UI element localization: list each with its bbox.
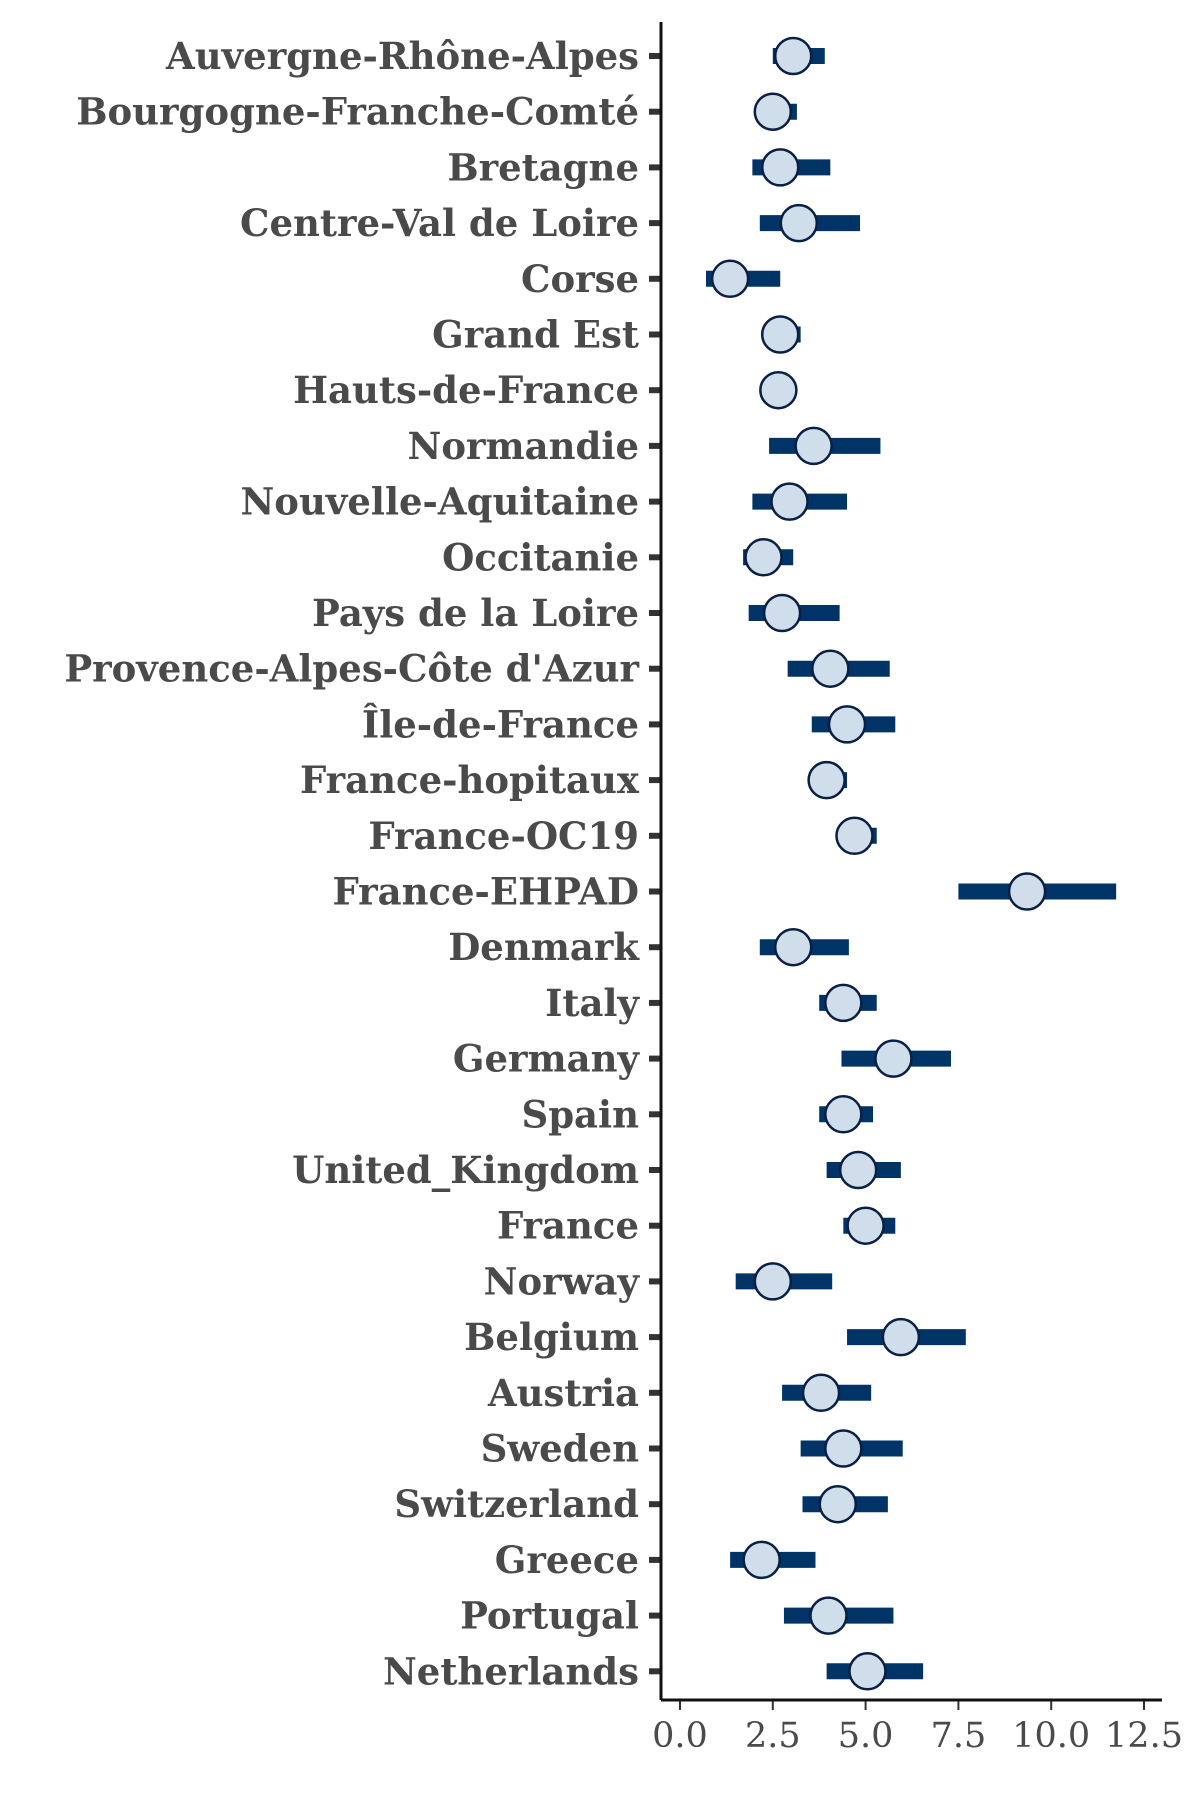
x-tick-label: 2.5: [745, 1716, 801, 1756]
category-label: Pays de la Loire: [312, 591, 639, 635]
estimate-point: [818, 1484, 858, 1524]
category-label: Hauts-de-France: [293, 368, 639, 412]
category-label: France-EHPAD: [333, 870, 640, 914]
category-label: France-OC19: [368, 814, 639, 858]
category-label: Provence-Alpes-Côte d'Azur: [64, 647, 639, 691]
estimate-point: [762, 593, 802, 633]
interval-layer: [705, 48, 1117, 1680]
category-label: Corse: [521, 257, 639, 301]
category-label: Occitanie: [442, 535, 639, 579]
estimate-point: [809, 1596, 848, 1635]
estimate-point: [801, 1373, 841, 1413]
category-label: Switzerland: [394, 1482, 639, 1526]
category-label: France-hopitaux: [300, 758, 640, 802]
estimate-point: [824, 983, 863, 1023]
category-label: Île-de-France: [362, 702, 639, 746]
category-label: Normandie: [408, 424, 640, 468]
estimate-point: [779, 203, 819, 243]
x-tick-label: 10.0: [1012, 1716, 1090, 1756]
category-label: Bourgogne-Franche-Comté: [76, 90, 639, 134]
category-label: Norway: [484, 1259, 641, 1303]
x-tick-layer: 0.0 2.5 5.0 7.5 10.0 12.5: [652, 1700, 1183, 1756]
category-label-layer: Auvergne-Rhône-Alpes Bourgogne-Franche-Co…: [64, 34, 661, 1693]
category-label: Greece: [495, 1538, 639, 1582]
estimate-point: [811, 649, 850, 688]
estimate-point: [710, 259, 750, 299]
category-label: Sweden: [481, 1427, 640, 1471]
estimate-point: [794, 426, 833, 466]
category-label: Denmark: [448, 925, 640, 969]
estimate-point: [827, 705, 867, 744]
estimate-point: [824, 1095, 863, 1134]
estimate-point: [1007, 872, 1047, 911]
estimate-point: [881, 1317, 921, 1357]
estimate-point: [838, 1150, 878, 1190]
category-label: Portugal: [460, 1594, 639, 1638]
estimate-point: [835, 816, 874, 856]
estimate-point: [824, 1429, 863, 1468]
x-tick-label: 12.5: [1105, 1716, 1183, 1756]
category-label: Auvergne-Rhône-Alpes: [165, 34, 639, 78]
category-label: Bretagne: [447, 145, 639, 189]
estimate-point: [770, 482, 809, 521]
category-label: Nouvelle-Aquitaine: [240, 480, 639, 524]
category-label: Spain: [521, 1092, 639, 1136]
estimate-point: [773, 927, 813, 967]
category-label: France: [497, 1204, 639, 1248]
estimate-point: [848, 1652, 887, 1691]
estimate-point: [760, 315, 800, 354]
estimate-point: [759, 370, 798, 410]
category-label: United_Kingdom: [292, 1148, 639, 1192]
estimate-point: [807, 760, 846, 800]
x-tick-label: 5.0: [838, 1716, 894, 1756]
estimate-point: [773, 36, 813, 76]
estimate-point: [760, 148, 800, 187]
estimate-point: [753, 1262, 793, 1301]
estimate-point: [744, 538, 783, 577]
category-label: Netherlands: [383, 1649, 639, 1693]
point-layer: [710, 36, 1047, 1691]
category-label: Italy: [545, 981, 640, 1025]
estimate-point: [753, 92, 793, 131]
x-tick-label: 0.0: [652, 1716, 708, 1756]
category-label: Belgium: [464, 1315, 639, 1359]
category-label: Grand Est: [432, 313, 639, 357]
category-label: Austria: [487, 1371, 639, 1415]
estimate-point: [874, 1039, 913, 1078]
estimate-point: [742, 1540, 781, 1580]
category-label: Centre-Val de Loire: [240, 201, 639, 245]
estimate-point: [846, 1206, 885, 1245]
x-tick-label: 7.5: [931, 1716, 987, 1756]
category-label: Germany: [453, 1037, 641, 1081]
